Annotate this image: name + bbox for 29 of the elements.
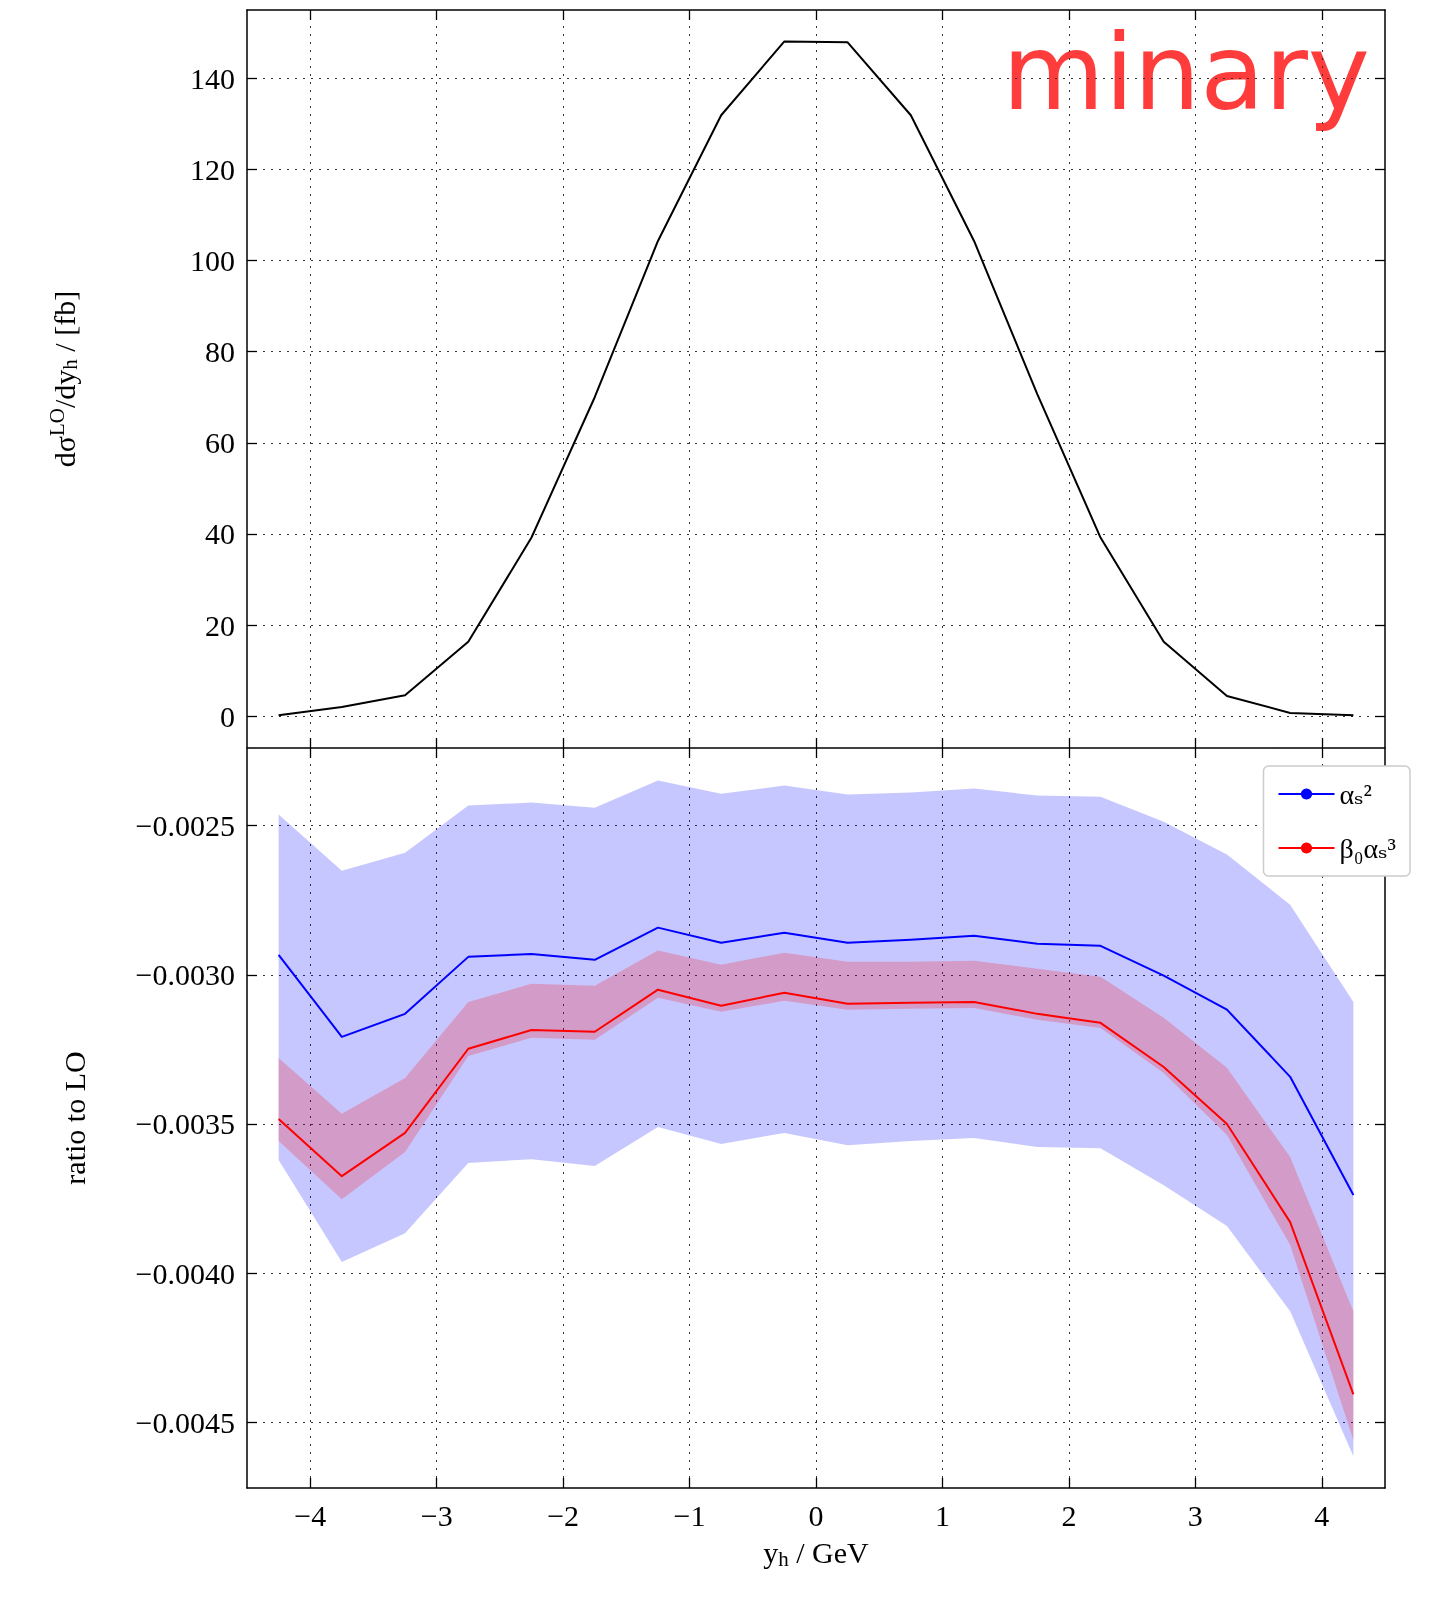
x-tick-label: 2 bbox=[1061, 1498, 1077, 1532]
x-tick-label: 1 bbox=[934, 1498, 950, 1532]
y-tick-label: 0 bbox=[220, 699, 235, 733]
y-axis-title: dσLO/dyh / [fb] bbox=[44, 290, 82, 468]
annotation: minary bbox=[1002, 11, 1370, 134]
x-tick-label: −1 bbox=[673, 1498, 706, 1532]
y-tick-label: 20 bbox=[205, 608, 235, 642]
x-tick-label: −2 bbox=[547, 1498, 580, 1532]
y-tick-label: 140 bbox=[190, 61, 235, 95]
x-tick-label: 3 bbox=[1187, 1498, 1203, 1532]
x-tick-label: 4 bbox=[1314, 1498, 1330, 1532]
x-tick-label: −4 bbox=[294, 1498, 327, 1532]
y-axis-title: ratio to LO bbox=[57, 1051, 91, 1185]
x-tick-label: 0 bbox=[808, 1498, 824, 1532]
legend-label: β₀αₛ³ bbox=[1339, 832, 1397, 864]
y-tick-label: −0.0045 bbox=[135, 1405, 235, 1439]
x-tick-label: −3 bbox=[420, 1498, 453, 1532]
y-tick-label: 100 bbox=[190, 244, 235, 278]
y-tick-label: −0.0035 bbox=[135, 1107, 235, 1141]
y-tick-label: −0.0030 bbox=[135, 958, 235, 992]
y-tick-label: 80 bbox=[205, 335, 235, 369]
y-tick-label: −0.0040 bbox=[135, 1256, 235, 1290]
legend-label: αₛ² bbox=[1339, 778, 1372, 810]
y-tick-label: 120 bbox=[190, 152, 235, 186]
y-tick-label: 40 bbox=[205, 517, 235, 551]
line-series bbox=[277, 988, 1355, 1396]
y-tick-label: −0.0025 bbox=[135, 809, 235, 843]
y-tick-label: 60 bbox=[205, 426, 235, 460]
line-series bbox=[277, 926, 1355, 1196]
